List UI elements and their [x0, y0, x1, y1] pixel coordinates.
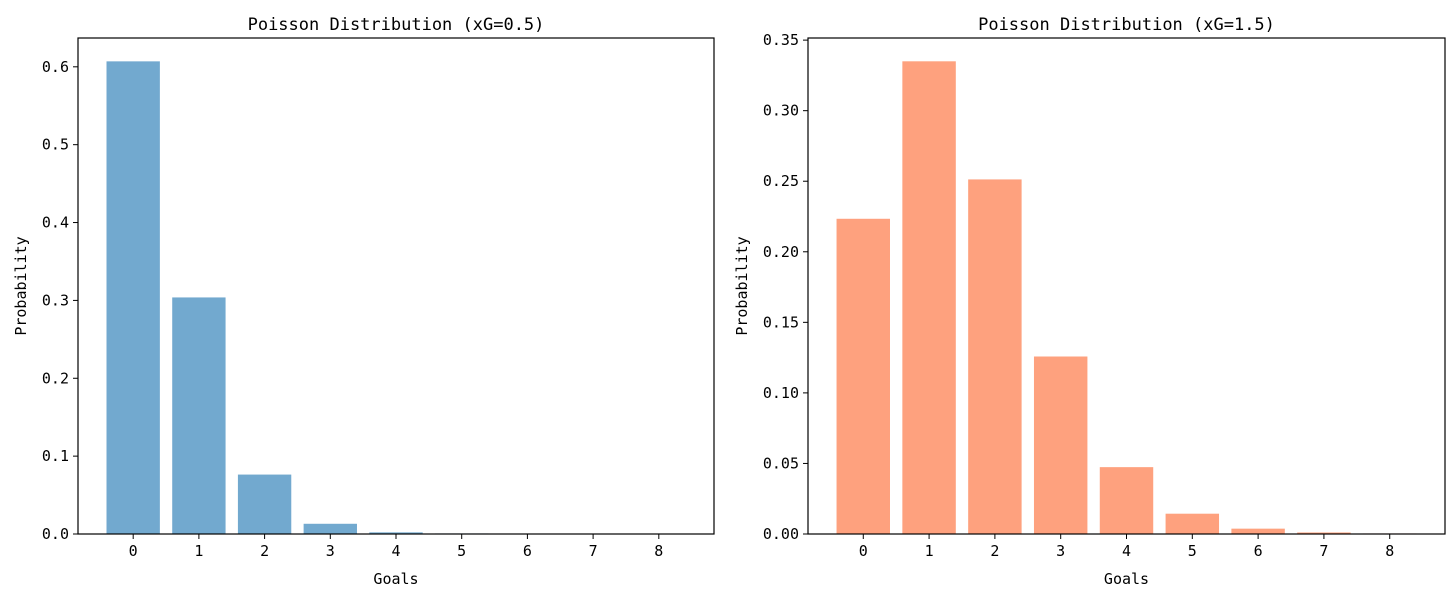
- x-tick-label: 5: [1188, 542, 1197, 560]
- bar-6: [1231, 528, 1285, 535]
- x-tick-label: 1: [194, 542, 203, 560]
- x-axis-label: Goals: [1104, 570, 1149, 588]
- x-tick-label: 7: [1319, 542, 1328, 560]
- y-tick-label: 0.4: [42, 214, 69, 232]
- x-tick-label: 8: [654, 542, 663, 560]
- bar-5: [1165, 513, 1220, 535]
- y-tick-label: 0.0: [42, 525, 69, 543]
- x-tick-label: 2: [990, 542, 999, 560]
- x-tick-label: 4: [1122, 542, 1131, 560]
- x-tick-label: 2: [260, 542, 269, 560]
- bar-2: [968, 179, 1022, 535]
- x-tick-label: 1: [925, 542, 934, 560]
- x-axis-label: Goals: [373, 570, 418, 588]
- y-tick-label: 0.5: [42, 136, 69, 154]
- y-tick-label: 0.6: [42, 58, 69, 76]
- y-tick-label: 0.30: [763, 102, 799, 120]
- y-axis-label: Probability: [733, 236, 751, 335]
- y-tick-label: 0.15: [763, 313, 799, 331]
- chart-title: Poisson Distribution (xG=0.5): [248, 15, 545, 35]
- bar-1: [172, 297, 226, 535]
- x-tick-label: 7: [589, 542, 598, 560]
- x-tick-label: 4: [391, 542, 400, 560]
- y-axis-label: Probability: [12, 236, 30, 335]
- y-tick-label: 0.25: [763, 172, 799, 190]
- bar-0: [836, 218, 890, 535]
- y-tick-label: 0.05: [763, 454, 799, 472]
- x-tick-label: 6: [523, 542, 532, 560]
- bar-0: [106, 61, 160, 535]
- bar-4: [1099, 467, 1154, 535]
- x-tick-label: 0: [129, 542, 138, 560]
- y-tick-label: 0.20: [763, 243, 799, 261]
- x-tick-label: 8: [1385, 542, 1394, 560]
- y-tick-label: 0.3: [42, 291, 69, 309]
- y-tick-label: 0.10: [763, 384, 799, 402]
- x-tick-label: 6: [1254, 542, 1263, 560]
- x-tick-label: 5: [457, 542, 466, 560]
- bar-1: [902, 61, 956, 535]
- bar-3: [1033, 356, 1088, 535]
- y-tick-label: 0.1: [42, 447, 69, 465]
- y-tick-label: 0.00: [763, 525, 799, 543]
- y-tick-label: 0.35: [763, 31, 799, 49]
- chart-2: 0 1 2 3 4 5 6 7 8 0.00 0.05 0.10 0.15 0.20 0.25 0.30 0.3…: [733, 15, 1446, 588]
- chart-1: 0 1 2 3 4 5 6 7 8 0.0 0.1 0.2 0.3 0.4 0.5 0.6 Poisson Di…: [12, 15, 715, 588]
- bar-2: [237, 474, 292, 535]
- y-tick-label: 0.2: [42, 369, 69, 387]
- x-tick-label: 0: [859, 542, 868, 560]
- bar-3: [303, 523, 357, 535]
- chart-title: Poisson Distribution (xG=1.5): [978, 15, 1275, 35]
- x-tick-label: 3: [1056, 542, 1065, 560]
- x-tick-label: 3: [326, 542, 335, 560]
